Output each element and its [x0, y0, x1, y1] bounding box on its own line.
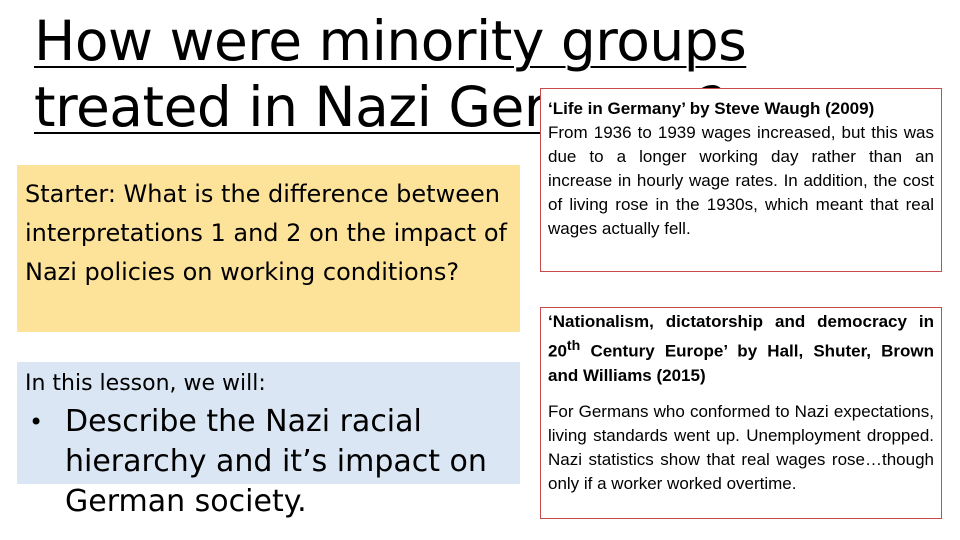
interpretation-2-source-part2: Century Europe’ by Hall, Shuter, Brown a…	[548, 341, 934, 385]
objective-item: • Describe the Nazi racial hierarchy and…	[25, 402, 512, 522]
interpretation-1-box: ‘Life in Germany’ by Steve Waugh (2009) …	[540, 88, 942, 272]
interpretation-2-source: ‘Nationalism, dictatorship and democracy…	[548, 310, 934, 388]
interpretation-2-text: For Germans who conformed to Nazi expect…	[548, 401, 934, 493]
lesson-objectives-box: In this lesson, we will: • Describe the …	[17, 362, 520, 519]
interpretation-2-source-part1: ‘Nationalism, dictatorship and democracy…	[548, 312, 934, 361]
interpretation-2-box: ‘Nationalism, dictatorship and democracy…	[540, 307, 942, 519]
bullet-icon: •	[29, 408, 44, 436]
interpretation-1-source: ‘Life in Germany’ by Steve Waugh (2009)	[548, 99, 875, 118]
interpretation-2-source-sup: th	[566, 338, 581, 354]
interpretation-1-text: From 1936 to 1939 wages increased, but t…	[548, 123, 934, 238]
lesson-intro: In this lesson, we will:	[25, 371, 266, 396]
starter-question: Starter: What is the difference between …	[25, 180, 507, 286]
starter-box: Starter: What is the difference between …	[17, 165, 520, 332]
objective-text: Describe the Nazi racial hierarchy and i…	[65, 404, 487, 519]
